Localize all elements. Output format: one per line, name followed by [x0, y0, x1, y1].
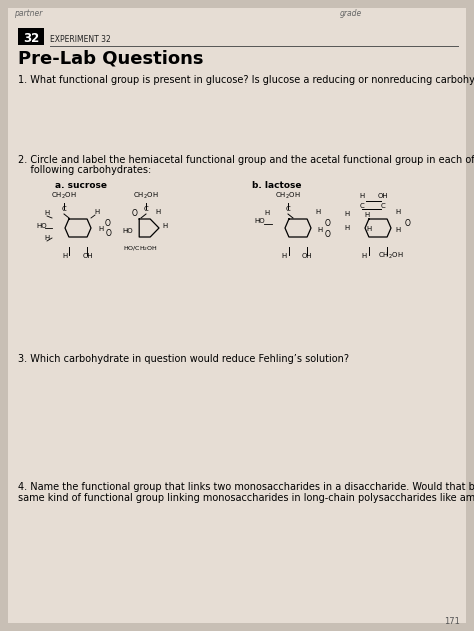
- Text: OH: OH: [83, 253, 94, 259]
- Text: 4. Name the functional group that links two monosaccharides in a disaccharide. W: 4. Name the functional group that links …: [18, 482, 474, 492]
- Text: Pre-Lab Questions: Pre-Lab Questions: [18, 50, 203, 68]
- Text: H: H: [264, 210, 269, 216]
- Text: H: H: [344, 225, 349, 231]
- Text: b. lactose: b. lactose: [252, 181, 301, 190]
- Text: partner: partner: [14, 9, 42, 18]
- Text: $\mathsf{CH_2OH}$: $\mathsf{CH_2OH}$: [378, 251, 403, 261]
- Text: same kind of functional group linking monosaccharides in long-chain polysacchari: same kind of functional group linking mo…: [18, 493, 474, 503]
- Text: 32: 32: [23, 32, 39, 45]
- Text: H: H: [364, 212, 369, 218]
- Text: H: H: [94, 209, 99, 215]
- Text: C: C: [381, 203, 385, 209]
- Bar: [18, 28, 44, 45]
- Text: $\mathsf{HO/CH_2OH}$: $\mathsf{HO/CH_2OH}$: [123, 244, 157, 253]
- Text: 1. What functional group is present in glucose? Is glucose a reducing or nonredu: 1. What functional group is present in g…: [18, 75, 474, 85]
- Text: OH: OH: [302, 253, 313, 259]
- Text: grade: grade: [340, 9, 362, 18]
- Text: H: H: [162, 223, 167, 229]
- Text: 2. Circle and label the hemiacetal functional group and the acetal functional gr: 2. Circle and label the hemiacetal funct…: [18, 155, 474, 165]
- Text: C: C: [360, 203, 365, 209]
- Text: H: H: [44, 235, 49, 241]
- Text: O: O: [325, 230, 331, 239]
- Text: O: O: [106, 229, 112, 238]
- Text: H: H: [366, 226, 371, 232]
- Text: HO: HO: [122, 228, 133, 234]
- Text: HO: HO: [254, 218, 264, 224]
- Text: O: O: [132, 209, 138, 218]
- Text: EXPERIMENT 32: EXPERIMENT 32: [50, 35, 111, 44]
- Text: 3. Which carbohydrate in question would reduce Fehling’s solution?: 3. Which carbohydrate in question would …: [18, 354, 349, 364]
- Text: H: H: [317, 227, 322, 233]
- Text: C: C: [62, 206, 66, 212]
- Text: H: H: [155, 209, 160, 215]
- Text: H: H: [361, 253, 366, 259]
- Text: O: O: [325, 219, 331, 228]
- Text: H: H: [344, 211, 349, 217]
- Text: H: H: [44, 210, 49, 216]
- Text: H: H: [395, 227, 400, 233]
- Text: a. sucrose: a. sucrose: [55, 181, 107, 190]
- Text: following carbohydrates:: following carbohydrates:: [18, 165, 151, 175]
- Text: H: H: [281, 253, 286, 259]
- Text: H: H: [395, 209, 400, 215]
- Text: C: C: [286, 206, 291, 212]
- Text: H: H: [62, 253, 67, 259]
- Text: 171: 171: [444, 617, 460, 626]
- Text: O: O: [405, 219, 411, 228]
- Text: HO: HO: [36, 223, 46, 229]
- Text: OH: OH: [378, 193, 388, 199]
- Text: $\mathsf{CH_2OH}$: $\mathsf{CH_2OH}$: [133, 191, 159, 201]
- Text: O: O: [105, 219, 111, 228]
- Text: H: H: [315, 209, 320, 215]
- Text: $\mathsf{CH_2OH}$: $\mathsf{CH_2OH}$: [275, 191, 301, 201]
- Text: H: H: [98, 226, 103, 232]
- Text: C: C: [144, 206, 148, 212]
- Text: H: H: [359, 193, 365, 199]
- Text: $\mathsf{CH_2OH}$: $\mathsf{CH_2OH}$: [51, 191, 77, 201]
